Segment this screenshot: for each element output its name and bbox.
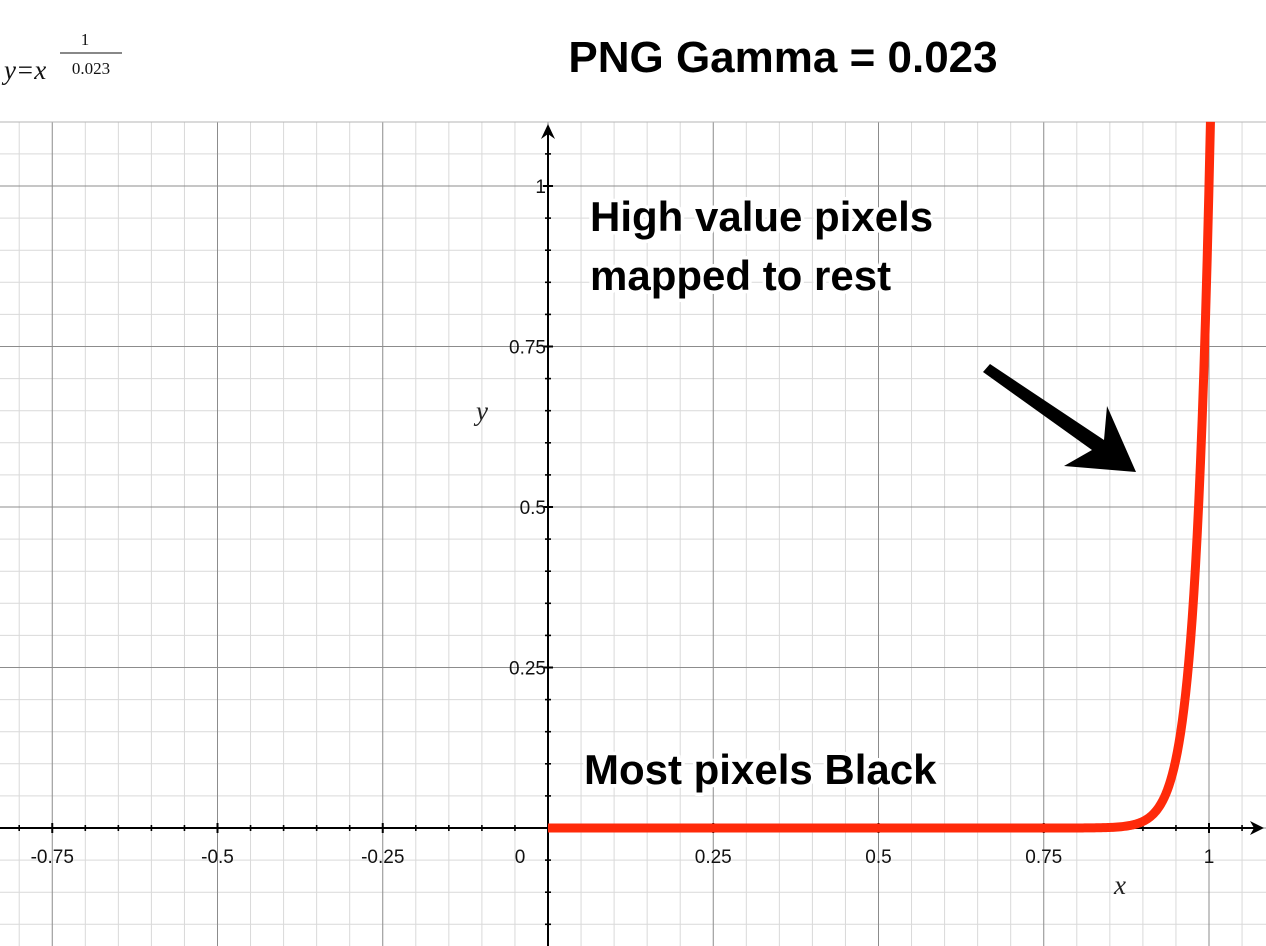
chart-title: PNG Gamma = 0.023 (568, 33, 997, 82)
formula: y=x 1 0.023 (1, 30, 122, 85)
grid-major (0, 121, 1266, 946)
formula-denominator: 0.023 (72, 59, 110, 78)
x-tick-label: 1 (1204, 847, 1215, 868)
annotation-low: Most pixels Black (584, 746, 937, 793)
y-axis-label: y (473, 396, 488, 426)
axes (0, 124, 1264, 946)
x-tick-label: -0.5 (201, 847, 234, 868)
x-axis-arrowhead (1250, 821, 1264, 835)
formula-numerator: 1 (81, 30, 90, 49)
annotation-high-line1: High value pixels (590, 193, 933, 240)
tick-labels: -0.75 -0.5 -0.25 0 0.25 0.5 0.75 1 0.25 0.5 0.75 1 (31, 177, 1215, 868)
y-tick-label: 1 (535, 177, 546, 198)
x-tick-label: 0.5 (865, 847, 891, 868)
annotation-high: High value pixels mapped to rest (587, 190, 937, 303)
x-tick-label: -0.75 (31, 847, 74, 868)
pointer-arrow (983, 364, 1136, 472)
y-tick-label: 0.5 (520, 498, 546, 519)
formula-lhs: y=x (1, 55, 46, 85)
y-axis-arrowhead (541, 124, 555, 139)
x-tick-label: 0.75 (1025, 847, 1062, 868)
y-tick-label: 0.25 (509, 659, 546, 680)
x-axis-label: x (1113, 870, 1126, 900)
x-tick-label: -0.25 (361, 847, 404, 868)
y-tick-label: 0.75 (509, 338, 546, 359)
x-tick-label: 0 (515, 847, 526, 868)
grid-minor (0, 122, 1266, 946)
gamma-curve (545, 121, 1215, 833)
annotation-high-line2: mapped to rest (590, 252, 891, 299)
x-tick-label: 0.25 (695, 847, 732, 868)
